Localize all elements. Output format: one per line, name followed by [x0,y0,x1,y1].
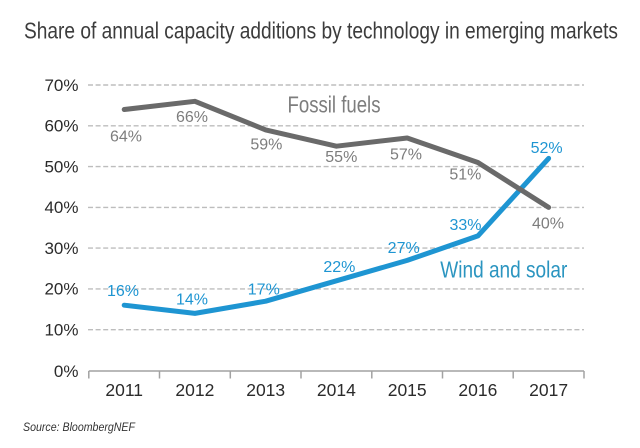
svg-text:16%: 16% [107,283,139,300]
svg-text:2013: 2013 [246,380,285,400]
svg-text:Fossil fuels: Fossil fuels [288,92,381,118]
svg-text:2011: 2011 [105,380,143,400]
svg-text:70%: 70% [44,76,78,95]
svg-text:27%: 27% [388,240,420,257]
svg-text:0%: 0% [54,362,79,381]
svg-text:2014: 2014 [317,380,356,400]
svg-text:2016: 2016 [458,380,497,400]
svg-text:50%: 50% [44,157,78,176]
svg-text:52%: 52% [531,140,563,157]
svg-text:Share of annual capacity addit: Share of annual capacity additions by te… [24,18,618,44]
svg-text:2015: 2015 [388,380,427,400]
svg-text:60%: 60% [44,117,78,136]
svg-text:40%: 40% [44,198,78,217]
svg-text:2017: 2017 [529,380,568,400]
svg-text:20%: 20% [44,280,78,299]
svg-text:40%: 40% [532,216,564,233]
svg-text:22%: 22% [323,259,355,276]
svg-text:64%: 64% [110,129,142,146]
svg-text:57%: 57% [390,146,422,163]
svg-text:2012: 2012 [175,380,214,400]
svg-text:51%: 51% [449,166,481,183]
svg-text:14%: 14% [176,292,208,309]
svg-text:66%: 66% [176,109,208,126]
svg-text:Source: BloombergNEF: Source: BloombergNEF [23,422,136,434]
svg-text:17%: 17% [248,281,280,298]
svg-text:59%: 59% [250,136,282,153]
svg-text:33%: 33% [449,217,481,234]
svg-text:55%: 55% [325,149,357,166]
svg-text:30%: 30% [44,239,78,258]
svg-text:Wind and solar: Wind and solar [440,257,567,283]
svg-text:10%: 10% [44,321,78,340]
